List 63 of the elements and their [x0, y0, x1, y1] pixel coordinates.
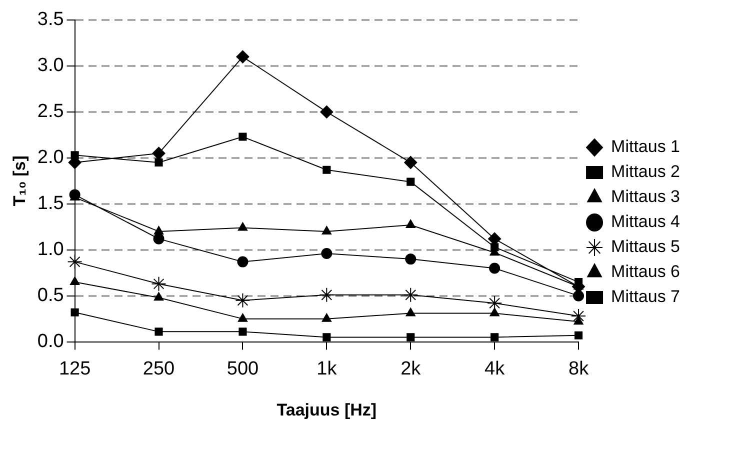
point	[406, 178, 415, 186]
point	[152, 146, 166, 160]
x-tick-label: 8k	[568, 358, 590, 380]
point	[490, 333, 499, 342]
y-axis-title: T₁₀ [s]	[10, 156, 29, 206]
point	[153, 233, 164, 244]
point	[238, 222, 248, 231]
point	[322, 226, 332, 234]
x-tick-label: 500	[226, 358, 259, 380]
point	[238, 328, 247, 336]
point	[237, 256, 248, 268]
point	[406, 333, 415, 342]
x-axis-title: Taajuus [Hz]	[276, 400, 377, 420]
point	[487, 296, 502, 311]
point	[236, 50, 250, 64]
point	[238, 132, 247, 141]
point	[404, 156, 418, 170]
y-tick-label: 3.5	[37, 9, 64, 30]
legend-label: Mittaus 2	[611, 162, 680, 182]
point	[320, 105, 334, 118]
y-tick-label: 0.5	[37, 285, 64, 306]
point	[154, 158, 163, 167]
point	[321, 248, 332, 260]
point	[319, 287, 334, 302]
point	[406, 220, 416, 228]
point	[322, 313, 332, 322]
point	[154, 226, 164, 234]
point	[574, 331, 583, 340]
x-tick-label: 1k	[316, 358, 338, 380]
point	[488, 232, 502, 246]
point	[70, 308, 79, 316]
point	[67, 254, 82, 270]
legend-label: Mittaus 5	[611, 237, 680, 256]
point	[322, 333, 331, 342]
x-tick-label: 2k	[400, 358, 422, 380]
y-tick-label: 1.0	[37, 239, 64, 260]
point	[322, 166, 331, 174]
x-tick-label: 4k	[484, 358, 506, 380]
x-tick-label: 250	[142, 358, 175, 380]
point	[405, 254, 416, 265]
x-tick-label: 125	[58, 358, 91, 380]
y-tick-label: 0.0	[37, 331, 64, 352]
point	[238, 313, 248, 322]
point	[403, 287, 418, 302]
y-tick-label: 3.0	[37, 55, 64, 76]
point	[154, 292, 164, 301]
point	[70, 276, 80, 286]
point	[490, 243, 499, 252]
legend-label: Mittaus 1	[611, 137, 680, 156]
point	[235, 292, 250, 308]
legend-label: Mittaus 4	[611, 212, 680, 232]
legend-label: Mittaus 6	[611, 262, 680, 282]
point	[490, 308, 500, 316]
legend-label: Mittaus 3	[611, 187, 680, 206]
point	[489, 262, 500, 274]
point	[406, 308, 416, 316]
point	[151, 276, 166, 292]
legend-label: Mittaus 7	[611, 287, 680, 306]
y-tick-label: 2.5	[37, 101, 64, 122]
y-tick-label: 1.5	[37, 193, 64, 214]
point	[573, 290, 584, 302]
y-tick-label: 2.0	[37, 147, 64, 168]
point	[154, 328, 163, 336]
